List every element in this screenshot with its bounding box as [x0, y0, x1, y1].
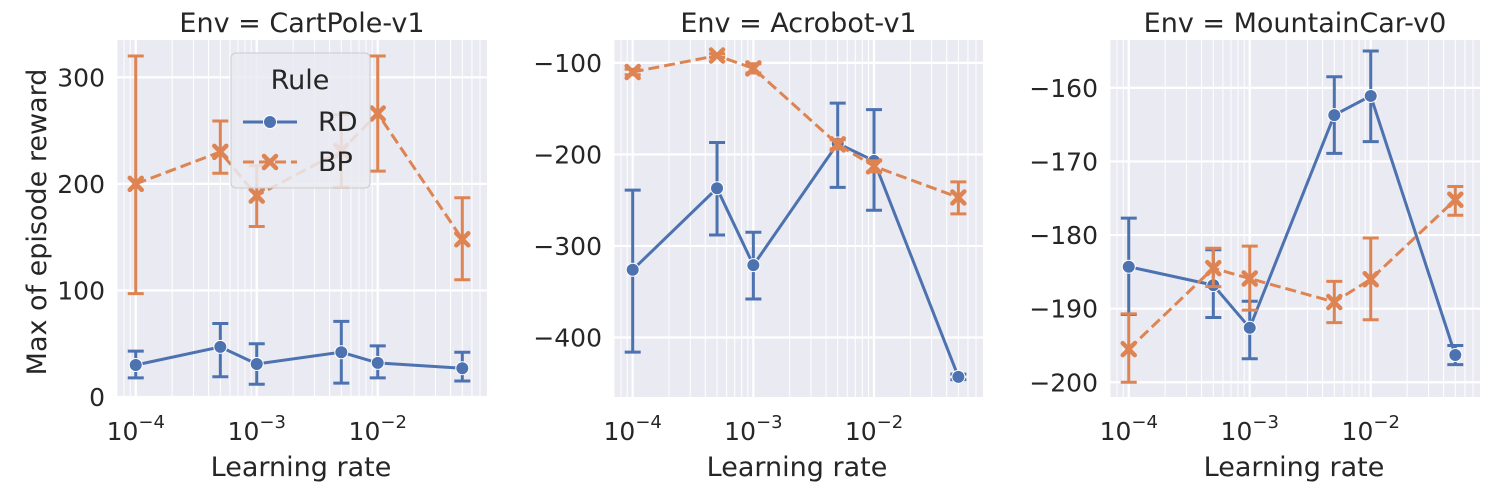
data-point-rd — [710, 181, 725, 196]
x-tick-label: 10−2 — [349, 412, 407, 446]
plot-area — [1110, 40, 1480, 397]
data-point-rd — [746, 258, 761, 273]
data-point-rd — [1242, 320, 1257, 335]
panel-3: −200 −190 −180 −170 −160 10−4 10−3 10−2 Env = Mo… — [1029, 8, 1480, 446]
legend-marker-rd — [263, 115, 277, 129]
data-point-bp — [708, 47, 726, 64]
legend: Rule RD BP — [230, 52, 371, 189]
series-line-rd — [135, 345, 463, 370]
y-tick-label: −100 — [533, 49, 602, 78]
data-point-rd — [334, 345, 349, 360]
series-bp — [1120, 184, 1464, 384]
y-tick-label: 300 — [57, 63, 105, 92]
legend-title: Rule — [271, 65, 330, 96]
panel-2: −400 −300 −200 −100 10−4 10−3 10−2 Env = Acrobo… — [533, 8, 983, 446]
x-tick-label: 10−2 — [845, 412, 903, 446]
y-axis-label: Max of episode reward — [22, 69, 53, 376]
data-point-rd — [213, 339, 228, 354]
data-point-bp — [745, 60, 762, 77]
series-rd — [127, 319, 471, 386]
data-point-bp — [1447, 191, 1464, 208]
legend-label-rd: RD — [318, 107, 358, 138]
panel-1: 0 100 200 300 10−4 10−3 10−2 Env = CartPole-v1 R… — [57, 8, 487, 446]
legend-box — [230, 52, 371, 189]
data-point-rd — [370, 355, 385, 370]
y-tick-label: 100 — [57, 276, 105, 305]
y-tick-label: −190 — [1029, 295, 1098, 324]
data-point-bp — [248, 187, 265, 204]
data-point-rd — [1448, 348, 1463, 363]
x-tick-label: 10−3 — [724, 412, 782, 446]
legend-label-bp: BP — [318, 147, 353, 178]
x-axis-label-1: Learning rate — [211, 452, 392, 483]
y-tick-label: −180 — [1029, 221, 1098, 250]
x-axis-label-2: Learning rate — [707, 452, 888, 483]
panel-title: Env = MountainCar-v0 — [1144, 8, 1447, 39]
panel-title: Env = CartPole-v1 — [179, 8, 424, 39]
legend-marker-bp — [261, 153, 279, 171]
x-axis-label-3: Learning rate — [1204, 452, 1385, 483]
data-point-rd — [1121, 259, 1136, 274]
data-point-bp — [950, 189, 967, 206]
data-point-rd — [128, 358, 143, 373]
data-point-bp — [624, 63, 641, 81]
y-tick-label: −300 — [533, 232, 602, 261]
data-point-bp — [127, 175, 144, 193]
series-line-bp — [1127, 198, 1457, 351]
panel-title: Env = Acrobot-v1 — [680, 8, 916, 39]
x-tick-label: 10−4 — [1100, 412, 1158, 446]
data-point-bp — [454, 231, 471, 248]
y-tick-label: 0 — [89, 383, 105, 412]
data-point-bp — [212, 143, 229, 161]
series-line-rd — [631, 141, 960, 378]
x-tick-label: 10−2 — [1342, 412, 1400, 446]
y-tick-label: −160 — [1029, 74, 1098, 103]
y-tick-label: −170 — [1029, 147, 1098, 176]
data-point-bp — [865, 158, 883, 175]
series-bp — [624, 47, 967, 216]
y-tick-label: 200 — [57, 170, 105, 199]
data-point-rd — [625, 262, 640, 277]
data-point-bp — [1120, 340, 1137, 358]
data-point-rd — [249, 356, 264, 371]
data-point-rd — [1327, 108, 1342, 123]
x-tick-label: 10−4 — [107, 412, 165, 446]
y-tick-label: −200 — [533, 140, 602, 169]
x-tick-label: 10−3 — [228, 412, 286, 446]
data-point-bp — [1241, 270, 1258, 287]
y-tick-label: −200 — [1029, 368, 1098, 397]
data-point-bp — [829, 136, 846, 153]
data-point-bp — [1362, 270, 1379, 288]
data-point-bp — [1326, 293, 1343, 311]
data-point-bp — [369, 105, 386, 122]
x-tick-label: 10−4 — [604, 412, 662, 446]
data-point-rd — [1363, 88, 1378, 103]
y-tick-label: −400 — [533, 324, 602, 353]
data-point-rd — [951, 369, 966, 384]
data-point-rd — [455, 361, 470, 376]
x-tick-label: 10−3 — [1221, 412, 1279, 446]
data-point-bp — [1205, 259, 1222, 277]
series-line-bp — [632, 54, 959, 199]
